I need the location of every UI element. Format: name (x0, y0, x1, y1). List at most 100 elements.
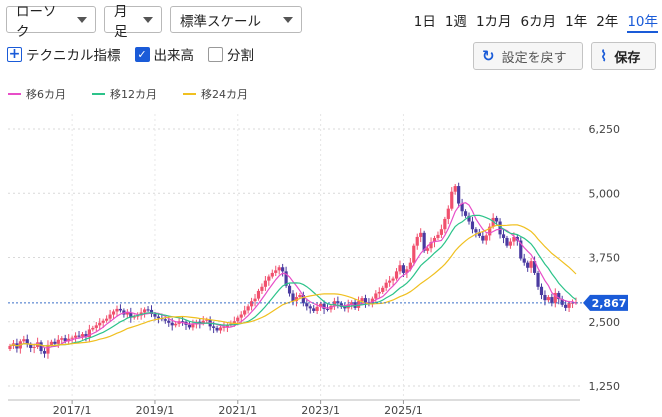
candle-body (446, 208, 450, 219)
candle-body (156, 316, 161, 319)
period-tab-4[interactable]: 1年 (565, 14, 588, 30)
moving-average-line-ma6 (9, 202, 577, 349)
candle-body (98, 322, 102, 326)
candle-body (8, 345, 12, 349)
candle-body (174, 323, 178, 326)
candle-body (491, 217, 495, 227)
scale-value: 標準スケール (180, 13, 261, 30)
candle-body (63, 338, 67, 342)
candle-body (84, 334, 88, 338)
candle-body (422, 232, 426, 251)
candle-body (522, 258, 526, 263)
split-label: 分割 (227, 48, 254, 64)
candle-body (170, 322, 174, 326)
period-type-select[interactable]: 月足 (104, 4, 162, 40)
candle-body (222, 326, 226, 328)
candle-body (315, 306, 319, 311)
candle-body (460, 203, 464, 212)
candle-body (111, 311, 116, 315)
candle-body (419, 232, 423, 237)
candle-body (443, 218, 447, 230)
period-tab-0[interactable]: 1日 (413, 14, 436, 30)
candle-body (115, 308, 119, 312)
period-tab-2[interactable]: 1カ月 (475, 14, 512, 30)
candle-body (394, 271, 399, 279)
candle-body (532, 261, 537, 273)
candle-body (56, 339, 60, 344)
candle-body (146, 309, 150, 311)
period-tab-1[interactable]: 1週 (444, 14, 467, 30)
candle-body (274, 270, 278, 273)
legend-label: 移6カ月 (26, 88, 66, 101)
split-checkbox[interactable]: 分割 (208, 44, 254, 64)
candle-body (187, 324, 192, 328)
checkbox-empty-icon (208, 46, 223, 62)
candle-body (49, 341, 54, 345)
candle-body (287, 285, 292, 294)
candle-body (429, 242, 433, 249)
chart-options: + テクニカル指標 ✓ 出来高 分割 (7, 44, 268, 64)
reset-settings-button[interactable]: ↻ 設定を戻す (473, 42, 583, 70)
candle-body (212, 326, 216, 328)
legend-label: 移12カ月 (110, 88, 157, 101)
candle-body (319, 303, 323, 307)
x-tick-label: 2017/1 (53, 404, 92, 417)
candle-body (312, 308, 316, 311)
candle-body (560, 299, 564, 305)
candle-body (322, 303, 326, 309)
candle-body (91, 327, 95, 330)
period-tab-5[interactable]: 2年 (596, 14, 619, 30)
y-tick-label: 2,500 (589, 316, 621, 329)
save-button[interactable]: ⌇ 保存 (591, 42, 656, 70)
candle-body (550, 297, 554, 304)
candle-body (294, 297, 299, 302)
candle-body (77, 335, 81, 337)
candle-body (163, 319, 167, 321)
candle-body (132, 316, 136, 318)
legend-swatch (8, 93, 21, 95)
period-tab-6[interactable]: 10年 (627, 10, 658, 33)
candle-body (391, 278, 395, 281)
candle-body (557, 292, 561, 300)
candle-body (546, 297, 550, 301)
candle-body (301, 295, 305, 304)
candle-body (129, 312, 133, 318)
candle-body (105, 318, 109, 321)
legend-ma24: 移24カ月 (183, 86, 248, 102)
plus-box-icon: + (7, 46, 22, 62)
candle-body (481, 235, 485, 241)
candle-body (432, 237, 437, 243)
candle-body (270, 272, 274, 277)
y-tick-label: 6,250 (589, 123, 621, 136)
candle-body (42, 351, 47, 354)
candle-body (325, 308, 330, 310)
candle-body (256, 290, 261, 299)
candle-body (136, 315, 140, 317)
refresh-icon: ↻ (482, 47, 495, 65)
candle-body (125, 312, 129, 315)
candle-body (405, 269, 409, 273)
legend-ma12: 移12カ月 (92, 86, 157, 102)
candle-body (484, 235, 488, 241)
scale-select[interactable]: 標準スケール (170, 6, 302, 33)
candle-body (477, 232, 481, 236)
candle-body (260, 286, 264, 291)
candle-body (526, 262, 530, 268)
candle-body (374, 293, 378, 299)
technical-indicator-toggle[interactable]: + テクニカル指標 (7, 44, 121, 64)
candle-body (249, 301, 254, 307)
period-tab-3[interactable]: 6カ月 (520, 14, 557, 30)
chart-type-select[interactable]: ローソク (6, 4, 96, 40)
candle-body (263, 280, 267, 287)
chart-type-value: ローソク (16, 3, 57, 40)
candle-body (498, 221, 502, 235)
volume-checkbox[interactable]: ✓ 出来高 (134, 44, 194, 64)
candle-body (308, 306, 312, 309)
candle-body (70, 337, 74, 339)
candle-body (425, 248, 430, 251)
candle-body (488, 226, 492, 236)
candle-body (457, 186, 461, 204)
candle-body (153, 314, 157, 317)
candle-body (291, 293, 295, 302)
candle-body (80, 334, 85, 337)
